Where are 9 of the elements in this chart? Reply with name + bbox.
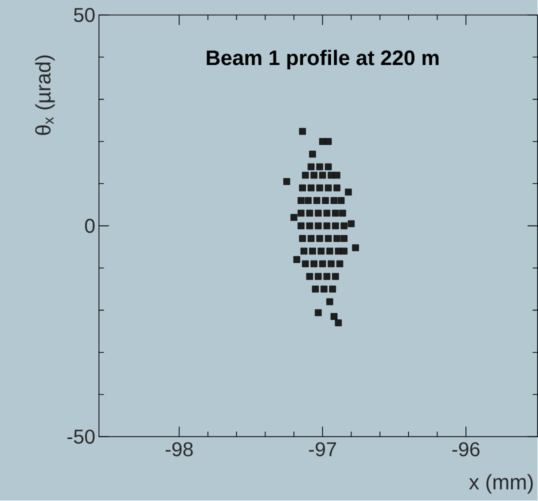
x-tick-label: -97 (309, 442, 336, 457)
y-tick-label: 0 (85, 218, 95, 234)
x-axis-title: x (mm) (469, 474, 533, 494)
x-tick-label: -98 (166, 442, 193, 457)
y-tick-label: -50 (67, 430, 95, 444)
text: Beam 1 profile at 220 m (206, 50, 439, 70)
y-tick-label: 50 (74, 8, 95, 22)
x-tick-label: -96 (452, 442, 480, 457)
y-axis-title: θ$_{x}$ (µrad) (35, 56, 55, 136)
